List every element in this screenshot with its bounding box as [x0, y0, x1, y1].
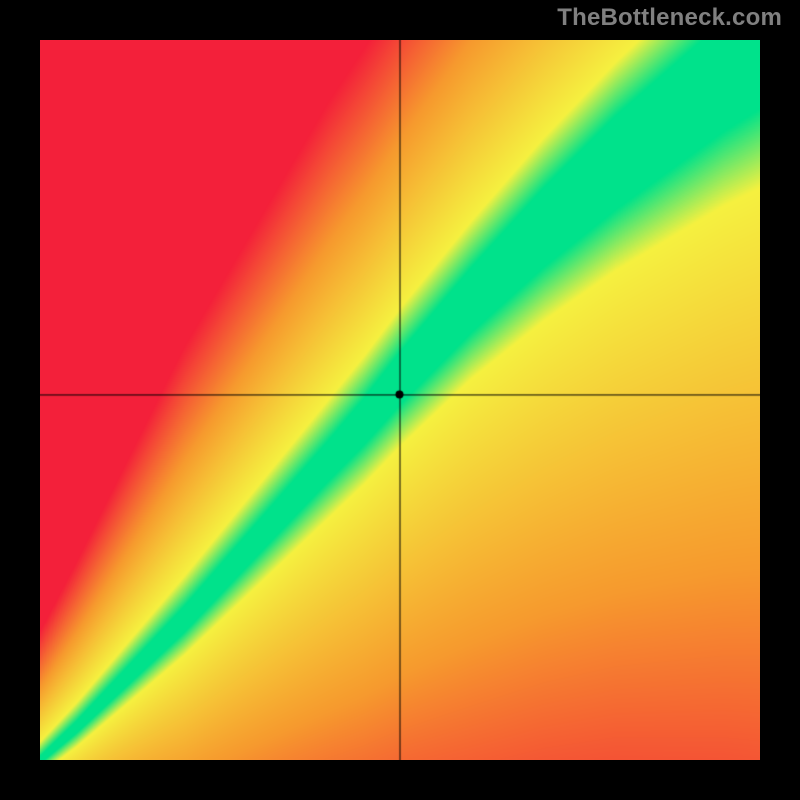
watermark-text: TheBottleneck.com [557, 4, 782, 32]
heatmap-canvas [40, 40, 760, 760]
chart-container: TheBottleneck.com [0, 0, 800, 800]
